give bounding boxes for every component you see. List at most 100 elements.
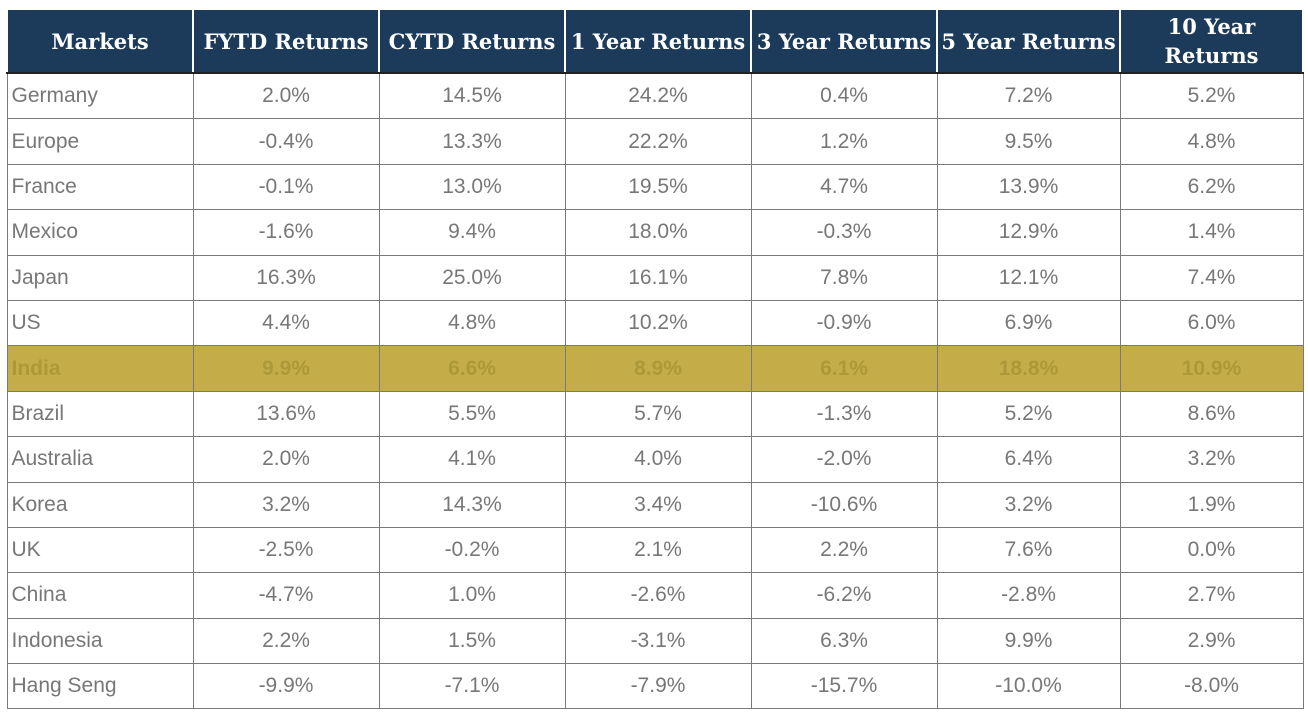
return-value-cell: 9.5% xyxy=(936,118,1121,165)
return-value-cell: 3.4% xyxy=(564,481,752,528)
return-value-cell: 6.1% xyxy=(750,345,938,392)
return-value-cell: -9.9% xyxy=(192,663,380,710)
return-value-cell: -10.6% xyxy=(750,481,938,528)
return-value-cell: 4.7% xyxy=(750,163,938,211)
return-value-cell: 2.9% xyxy=(1119,617,1304,665)
market-name-cell: UK xyxy=(6,526,194,574)
return-value-cell: 12.9% xyxy=(936,209,1121,256)
table-row: India 9.9% 6.6% 8.9% 6.1% 18.8% 10.9% xyxy=(6,345,1304,392)
return-value-cell: -4.7% xyxy=(192,572,380,619)
return-value-cell: 6.4% xyxy=(936,436,1121,483)
market-name-cell: France xyxy=(6,163,194,211)
market-name-cell: Hang Seng xyxy=(6,663,194,710)
return-value-cell: 5.7% xyxy=(564,390,752,438)
return-value-cell: -2.6% xyxy=(564,572,752,619)
return-value-cell: -0.2% xyxy=(378,526,566,574)
return-value-cell: 4.8% xyxy=(378,299,566,347)
returns-table-container: Markets FYTD Returns CYTD Returns 1 Year… xyxy=(6,8,1304,710)
return-value-cell: -7.9% xyxy=(564,663,752,710)
market-name-cell: Mexico xyxy=(6,209,194,256)
column-header: CYTD Returns xyxy=(378,8,566,74)
return-value-cell: 14.3% xyxy=(378,481,566,528)
table-row: UK -2.5% -0.2% 2.1% 2.2% 7.6% 0.0% xyxy=(6,526,1304,574)
return-value-cell: -2.5% xyxy=(192,526,380,574)
market-name-cell: China xyxy=(6,572,194,619)
return-value-cell: -2.8% xyxy=(936,572,1121,619)
market-name-cell: Germany xyxy=(6,72,194,120)
return-value-cell: 6.2% xyxy=(1119,163,1304,211)
return-value-cell: 7.2% xyxy=(936,72,1121,120)
return-value-cell: 7.6% xyxy=(936,526,1121,574)
return-value-cell: 0.0% xyxy=(1119,526,1304,574)
return-value-cell: 8.6% xyxy=(1119,390,1304,438)
market-name-cell: Europe xyxy=(6,118,194,165)
return-value-cell: 7.4% xyxy=(1119,254,1304,301)
market-name-cell: US xyxy=(6,299,194,347)
return-value-cell: 6.6% xyxy=(378,345,566,392)
return-value-cell: 6.3% xyxy=(750,617,938,665)
return-value-cell: 19.5% xyxy=(564,163,752,211)
return-value-cell: -1.3% xyxy=(750,390,938,438)
return-value-cell: 5.5% xyxy=(378,390,566,438)
return-value-cell: 2.1% xyxy=(564,526,752,574)
market-returns-table: Markets FYTD Returns CYTD Returns 1 Year… xyxy=(6,8,1304,710)
header-row: Markets FYTD Returns CYTD Returns 1 Year… xyxy=(6,8,1304,74)
table-row: Indonesia 2.2% 1.5% -3.1% 6.3% 9.9% 2.9% xyxy=(6,617,1304,665)
return-value-cell: 6.9% xyxy=(936,299,1121,347)
return-value-cell: 3.2% xyxy=(1119,436,1304,483)
return-value-cell: -0.1% xyxy=(192,163,380,211)
return-value-cell: 1.9% xyxy=(1119,481,1304,528)
return-value-cell: 6.0% xyxy=(1119,299,1304,347)
return-value-cell: 5.2% xyxy=(936,390,1121,438)
return-value-cell: 1.2% xyxy=(750,118,938,165)
return-value-cell: 13.9% xyxy=(936,163,1121,211)
market-name-cell: India xyxy=(6,345,194,392)
return-value-cell: 14.5% xyxy=(378,72,566,120)
table-row: Brazil 13.6% 5.5% 5.7% -1.3% 5.2% 8.6% xyxy=(6,390,1304,438)
return-value-cell: 25.0% xyxy=(378,254,566,301)
return-value-cell: 2.2% xyxy=(750,526,938,574)
return-value-cell: 3.2% xyxy=(936,481,1121,528)
return-value-cell: 10.2% xyxy=(564,299,752,347)
return-value-cell: 8.9% xyxy=(564,345,752,392)
return-value-cell: 4.4% xyxy=(192,299,380,347)
table-row: Hang Seng -9.9% -7.1% -7.9% -15.7% -10.0% -8.0… xyxy=(6,663,1304,710)
return-value-cell: 1.0% xyxy=(378,572,566,619)
return-value-cell: 16.3% xyxy=(192,254,380,301)
return-value-cell: 1.5% xyxy=(378,617,566,665)
return-value-cell: 2.2% xyxy=(192,617,380,665)
return-value-cell: 18.0% xyxy=(564,209,752,256)
return-value-cell: -7.1% xyxy=(378,663,566,710)
return-value-cell: 18.8% xyxy=(936,345,1121,392)
table-row: Europe -0.4% 13.3% 22.2% 1.2% 9.5% 4.8% xyxy=(6,118,1304,165)
return-value-cell: 4.1% xyxy=(378,436,566,483)
return-value-cell: 2.0% xyxy=(192,72,380,120)
return-value-cell: 16.1% xyxy=(564,254,752,301)
return-value-cell: 4.8% xyxy=(1119,118,1304,165)
return-value-cell: 10.9% xyxy=(1119,345,1304,392)
return-value-cell: 7.8% xyxy=(750,254,938,301)
return-value-cell: 3.2% xyxy=(192,481,380,528)
return-value-cell: -6.2% xyxy=(750,572,938,619)
market-name-cell: Brazil xyxy=(6,390,194,438)
return-value-cell: -2.0% xyxy=(750,436,938,483)
return-value-cell: 13.3% xyxy=(378,118,566,165)
market-name-cell: Japan xyxy=(6,254,194,301)
return-value-cell: 13.6% xyxy=(192,390,380,438)
column-header: 3 Year Returns xyxy=(750,8,938,74)
return-value-cell: 13.0% xyxy=(378,163,566,211)
return-value-cell: -0.4% xyxy=(192,118,380,165)
table-body: Germany 2.0% 14.5% 24.2% 0.4% 7.2% 5.2% Europe -… xyxy=(6,72,1304,710)
column-header: 10 Year Returns xyxy=(1119,8,1304,74)
return-value-cell: -8.0% xyxy=(1119,663,1304,710)
market-name-cell: Australia xyxy=(6,436,194,483)
return-value-cell: -10.0% xyxy=(936,663,1121,710)
table-row: Japan 16.3% 25.0% 16.1% 7.8% 12.1% 7.4% xyxy=(6,254,1304,301)
table-row: China -4.7% 1.0% -2.6% -6.2% -2.8% 2.7% xyxy=(6,572,1304,619)
column-header: FYTD Returns xyxy=(192,8,380,74)
column-header: 5 Year Returns xyxy=(936,8,1121,74)
market-name-cell: Indonesia xyxy=(6,617,194,665)
return-value-cell: 12.1% xyxy=(936,254,1121,301)
return-value-cell: 1.4% xyxy=(1119,209,1304,256)
return-value-cell: -3.1% xyxy=(564,617,752,665)
